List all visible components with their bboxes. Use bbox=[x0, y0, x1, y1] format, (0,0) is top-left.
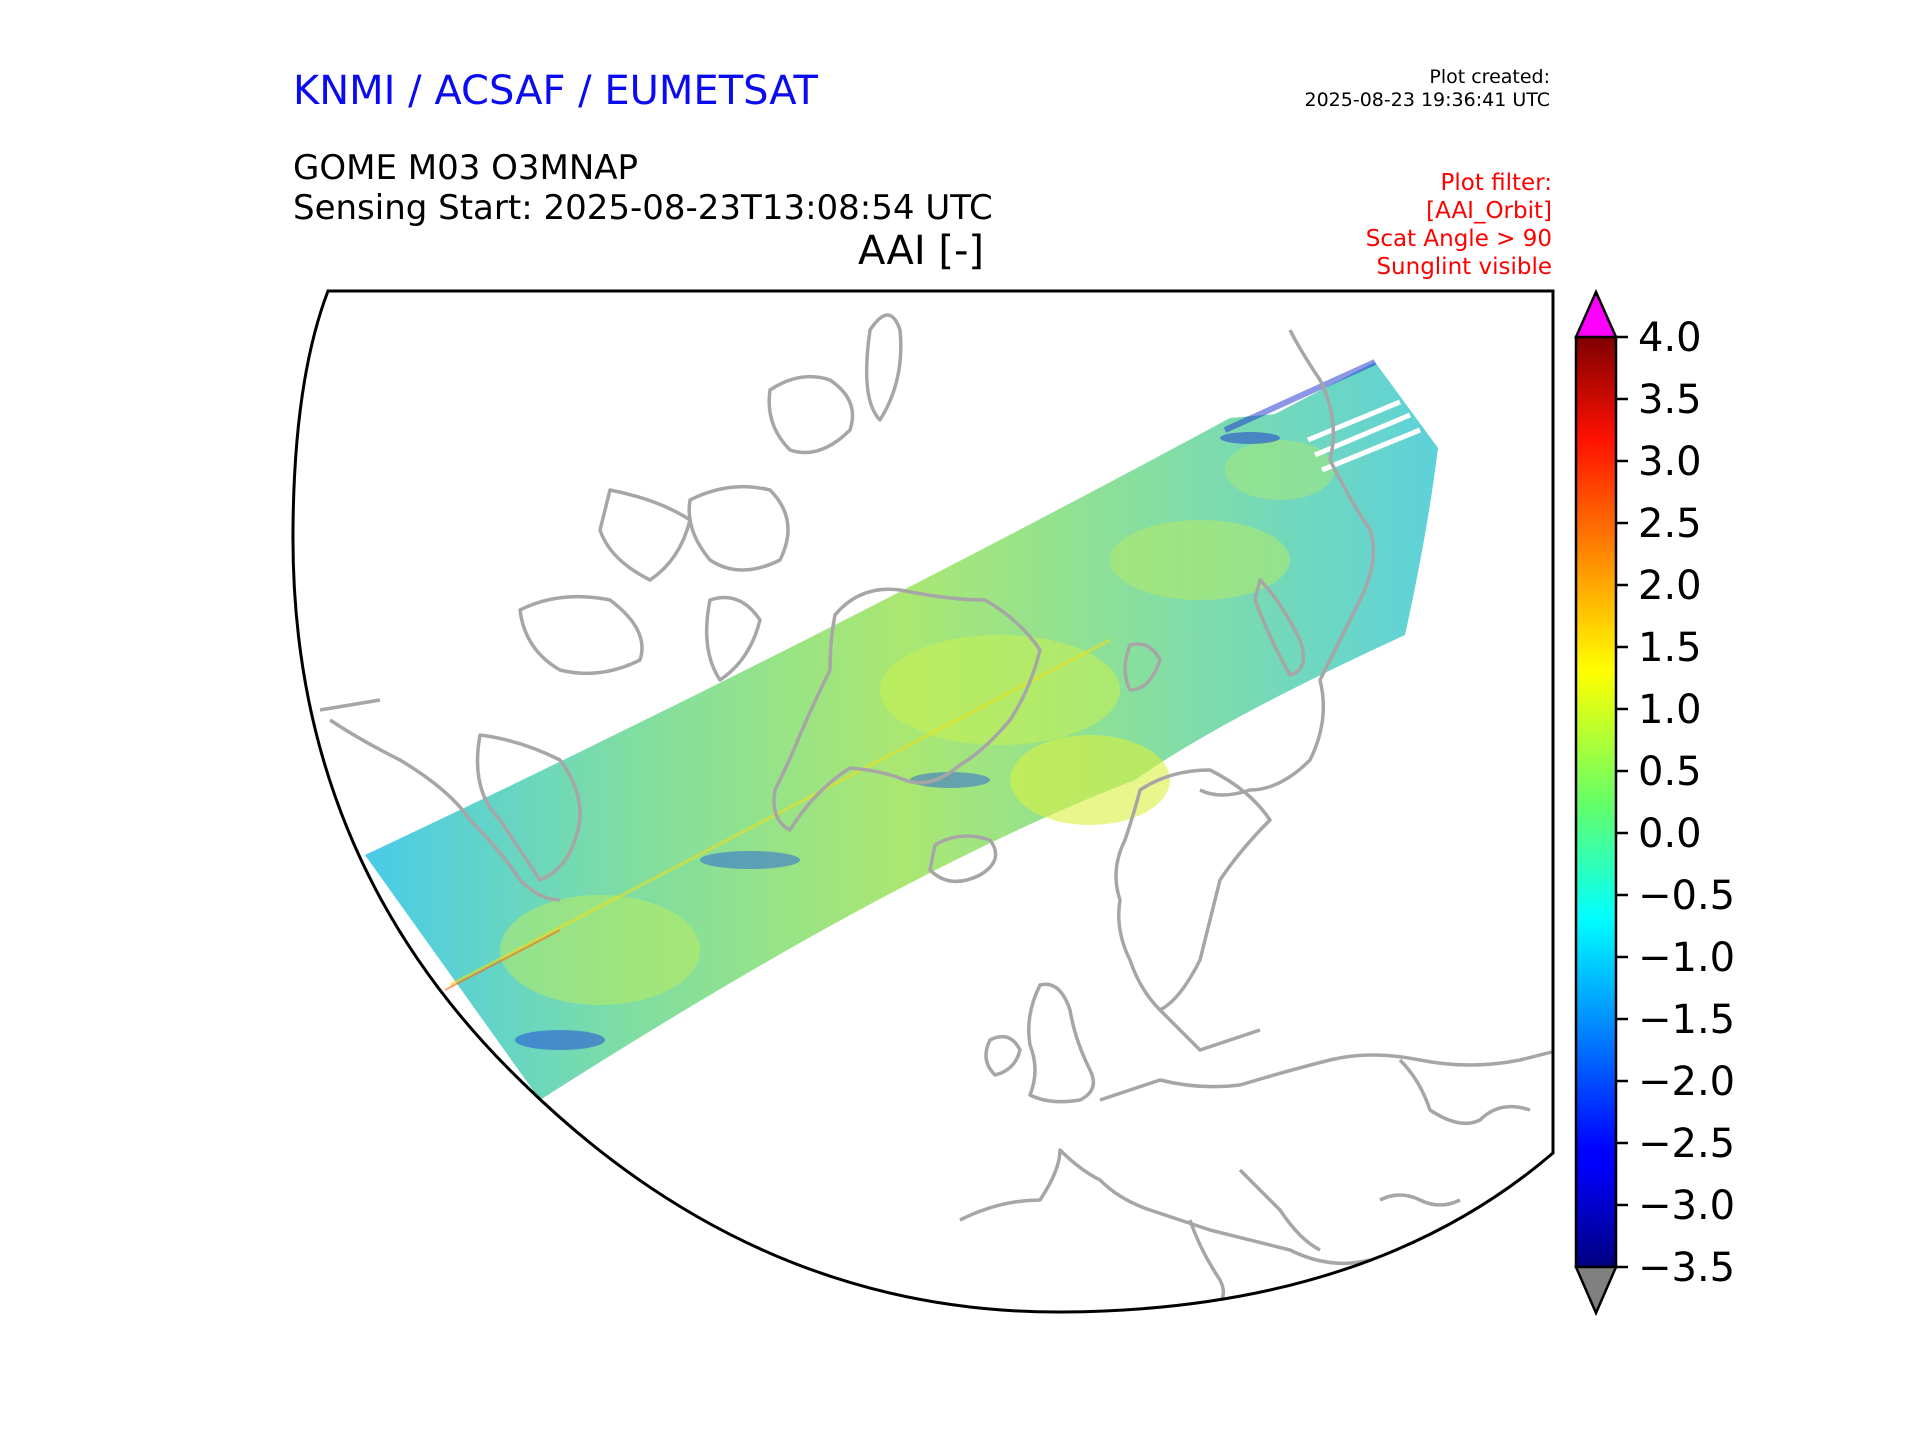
colorbar-tick-label: 4.0 bbox=[1638, 315, 1702, 361]
plot-created-label: Plot created: bbox=[1429, 66, 1550, 88]
scandinavia-coast bbox=[1114, 768, 1272, 1012]
colorbar-tick-label: 1.5 bbox=[1638, 625, 1702, 671]
colorbar-tick-label: −3.5 bbox=[1638, 1245, 1735, 1291]
plot-created-time: 2025-08-23 19:36:41 UTC bbox=[1304, 89, 1551, 111]
parameter-label: AAI [-] bbox=[858, 228, 984, 274]
novaya-zemlya-coast bbox=[1253, 578, 1306, 677]
colorbar-tick-label: −2.0 bbox=[1638, 1059, 1735, 1105]
great-britain-coast bbox=[1027, 982, 1096, 1104]
colorbar-under-arrow bbox=[1574, 1265, 1618, 1317]
plot-filter-label: Plot filter: bbox=[1440, 170, 1552, 196]
colorbar: 4.0 3.5 3.0 2.5 2.0 1.5 1.0 0.5 0.0 −0.5 −1.0 −1.5 −… bbox=[1574, 288, 1735, 1317]
organization-title: KNMI / ACSAF / EUMETSAT bbox=[293, 68, 818, 114]
colorbar-tick-label: −1.0 bbox=[1638, 935, 1735, 981]
svalbard-coast bbox=[1123, 642, 1162, 692]
map-frame bbox=[291, 289, 1555, 1314]
plot-filter-sunglint: Sunglint visible bbox=[1376, 254, 1552, 280]
colorbar-tick-label: −3.0 bbox=[1638, 1183, 1735, 1229]
plot-filter-orbit: [AAI_Orbit] bbox=[1426, 198, 1552, 224]
colorbar-over-arrow bbox=[1574, 288, 1618, 339]
plot-created: Plot created: 2025-08-23 19:36:41 UTC bbox=[1305, 66, 1551, 112]
colorbar-tick-label: 3.5 bbox=[1638, 377, 1702, 423]
satellite-swath bbox=[365, 359, 1438, 1100]
iceland-coast bbox=[928, 834, 998, 884]
sensing-start: Sensing Start: 2025-08-23T13:08:54 UTC bbox=[293, 188, 993, 228]
colorbar-gradient bbox=[1574, 335, 1618, 1269]
colorbar-tick-label: −0.5 bbox=[1638, 873, 1735, 919]
colorbar-tick-label: 2.0 bbox=[1638, 563, 1702, 609]
product-title: GOME M03 O3MNAP bbox=[293, 148, 639, 188]
colorbar-tick-label: −2.5 bbox=[1638, 1121, 1735, 1167]
colorbar-tick-label: 1.0 bbox=[1638, 687, 1702, 733]
ireland-coast bbox=[984, 1034, 1022, 1077]
colorbar-tick-label: 0.5 bbox=[1638, 749, 1702, 795]
colorbar-tick-label: 3.0 bbox=[1638, 439, 1702, 485]
coastlines bbox=[319, 313, 1554, 1312]
colorbar-tick-label: 2.5 bbox=[1638, 501, 1702, 547]
greenland-coast bbox=[772, 587, 1042, 832]
colorbar-tick-label: −1.5 bbox=[1638, 997, 1735, 1043]
colorbar-tick-label: 0.0 bbox=[1638, 811, 1702, 857]
plot-filter: Plot filter: [AAI_Orbit] Scat Angle > 90… bbox=[1366, 169, 1552, 281]
plot-filter-scat-angle: Scat Angle > 90 bbox=[1365, 226, 1552, 252]
